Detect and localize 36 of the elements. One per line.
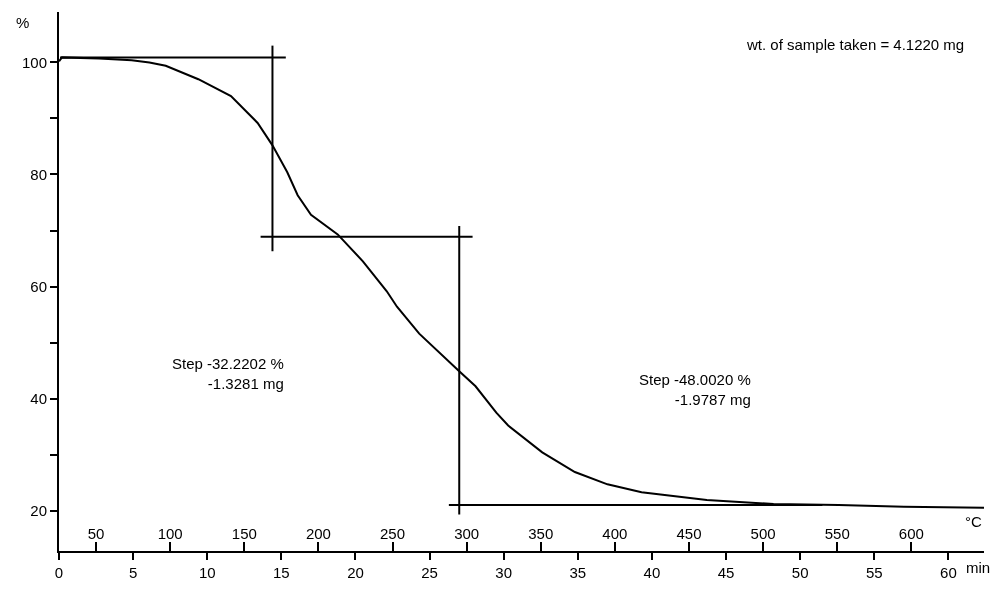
y-tick-label: 80	[30, 165, 47, 183]
x2-tick-label: 500	[750, 525, 776, 542]
y-tick-label: 60	[30, 277, 47, 295]
x-tick-label: 55	[865, 564, 883, 581]
y-tick-label: 100	[21, 53, 47, 71]
x-tick-label: 5	[128, 564, 138, 581]
x-tick-label: 30	[495, 564, 513, 581]
x2-tick-label: 100	[157, 525, 183, 542]
x2-tick-label: 300	[454, 525, 480, 542]
x2-tick-label: 350	[528, 525, 554, 542]
x2-tick-label: 150	[231, 525, 257, 542]
x2-axis-title: °C	[965, 513, 982, 530]
x-tick-label: 10	[198, 564, 216, 581]
x2-tick-label: 400	[602, 525, 628, 542]
x-tick-label: 50	[791, 564, 809, 581]
x-tick-label: 45	[717, 564, 735, 581]
x2-tick-label: 550	[824, 525, 850, 542]
x-tick-label: 35	[569, 564, 587, 581]
x-tick-label: 0	[54, 564, 64, 581]
x2-tick-label: 450	[676, 525, 702, 542]
annotation: Step -32.2202 % -1.3281 mg	[172, 355, 284, 392]
x-tick-label: 15	[273, 564, 290, 581]
x-axis-title: min	[966, 559, 991, 576]
y-tick-label: 40	[30, 389, 47, 407]
x2-tick-label: 200	[305, 525, 331, 542]
annotation: Step -48.0020 % -1.9787 mg	[639, 371, 751, 408]
x2-tick-label: 50	[87, 525, 105, 542]
annotation: wt. of sample taken = 4.1220 mg	[746, 36, 965, 53]
x2-tick-label: 600	[898, 525, 924, 542]
x-tick-label: 40	[643, 564, 661, 581]
y-axis-title: %	[16, 14, 30, 31]
x-tick-label: 20	[347, 564, 364, 581]
x-tick-label: 60	[940, 564, 957, 581]
x-tick-label: 25	[421, 564, 438, 581]
y-tick-label: 20	[30, 501, 47, 519]
x2-tick-label: 250	[380, 525, 406, 542]
